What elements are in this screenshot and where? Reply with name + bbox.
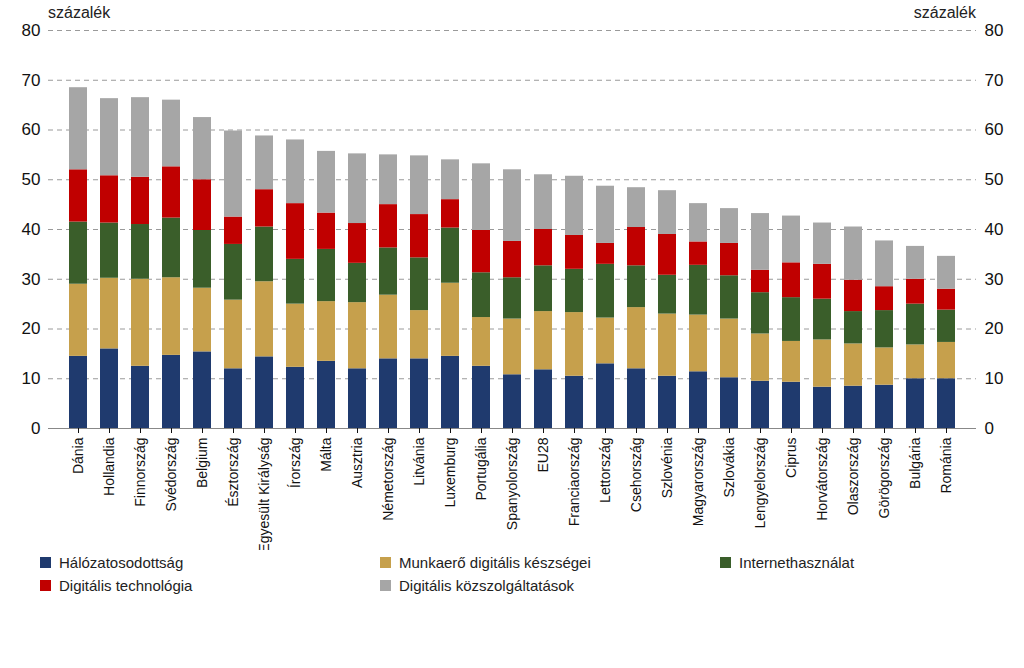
svg-text:Észtország: Észtország — [225, 438, 241, 507]
svg-text:80: 80 — [985, 22, 1004, 40]
svg-text:0: 0 — [985, 419, 994, 438]
svg-text:Szlovákia: Szlovákia — [721, 437, 737, 497]
svg-text:Lengyelország: Lengyelország — [752, 438, 768, 529]
svg-text:Írország: Írország — [287, 438, 303, 489]
svg-text:Németország: Németország — [380, 438, 396, 521]
svg-text:70: 70 — [985, 71, 1004, 90]
svg-text:Litvánia: Litvánia — [411, 437, 427, 485]
html-text:Digitális technológia: Digitális technológia — [59, 577, 193, 594]
html-text:Munkaerő digitális készségei: Munkaerő digitális készségei — [399, 554, 591, 571]
svg-text:60: 60 — [985, 120, 1004, 139]
svg-text:Lettország: Lettország — [597, 438, 613, 503]
svg-text:Finnország: Finnország — [132, 438, 148, 507]
svg-text:0: 0 — [31, 419, 40, 438]
svg-text:Szlovénia: Szlovénia — [659, 437, 675, 498]
svg-text:20: 20 — [22, 319, 41, 338]
svg-text:80: 80 — [22, 22, 41, 40]
svg-text:50: 50 — [985, 170, 1004, 189]
svg-text:Románia: Románia — [938, 437, 954, 493]
svg-text:20: 20 — [985, 319, 1004, 338]
svg-text:Portugália: Portugália — [473, 437, 489, 500]
svg-text:Ausztria: Ausztria — [349, 437, 365, 488]
svg-text:Franciaország: Franciaország — [566, 438, 582, 527]
svg-text:Görögország: Görögország — [876, 438, 892, 519]
svg-text:Hollandia: Hollandia — [101, 437, 117, 496]
svg-text:Horvátország: Horvátország — [814, 438, 830, 521]
svg-text:Bulgária: Bulgária — [907, 437, 923, 489]
svg-text:30: 30 — [985, 270, 1004, 289]
svg-text:30: 30 — [22, 270, 41, 289]
svg-text:Csehország: Csehország — [628, 438, 644, 513]
svg-text:Magyarország: Magyarország — [690, 438, 706, 527]
svg-text:Luxemburg: Luxemburg — [442, 438, 458, 508]
html-text:Internethasználat: Internethasználat — [739, 554, 855, 571]
html-text:százalék: százalék — [913, 4, 976, 21]
svg-text:Dánia: Dánia — [70, 437, 86, 474]
svg-text:Spanyolország: Spanyolország — [504, 438, 520, 531]
svg-text:Svédország: Svédország — [163, 438, 179, 512]
svg-text:Egyesült Királyság: Egyesült Királyság — [256, 438, 272, 551]
html-text:Digitális közszolgáltatások: Digitális közszolgáltatások — [399, 577, 575, 594]
html-text:százalék: százalék — [48, 4, 111, 21]
svg-text:40: 40 — [22, 220, 41, 239]
html-text:Hálózatosodottság: Hálózatosodottság — [59, 554, 184, 571]
svg-text:10: 10 — [22, 369, 41, 388]
svg-text:60: 60 — [22, 120, 41, 139]
svg-text:Málta: Málta — [318, 437, 334, 471]
svg-text:40: 40 — [985, 220, 1004, 239]
svg-text:Olaszország: Olaszország — [845, 438, 861, 516]
svg-text:Belgium: Belgium — [194, 438, 210, 489]
svg-text:50: 50 — [22, 170, 41, 189]
svg-text:70: 70 — [22, 71, 41, 90]
svg-text:Ciprus: Ciprus — [783, 438, 799, 478]
svg-text:10: 10 — [985, 369, 1004, 388]
svg-text:EU28: EU28 — [535, 437, 551, 472]
